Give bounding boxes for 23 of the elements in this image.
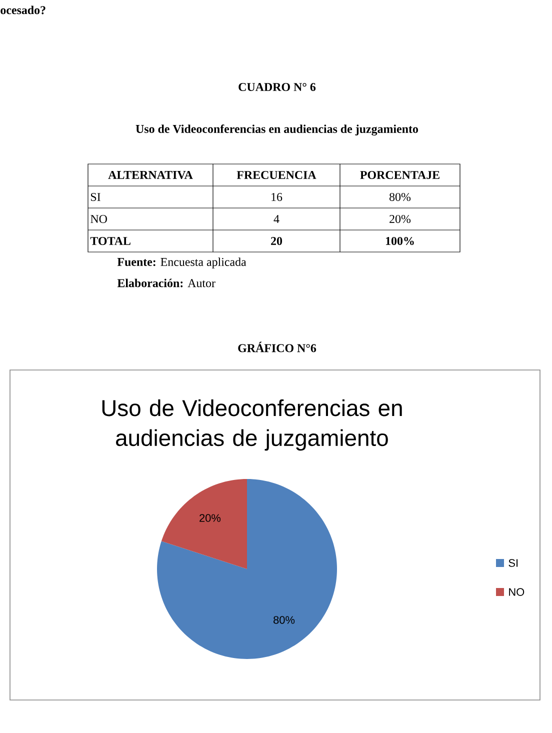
- text: Elaboración: Autor: [117, 278, 216, 288]
- data-label: 80%: [274, 616, 295, 624]
- chart-title: Uso de Videoconferencias en audiencias de juzgamiento: [102, 399, 402, 451]
- data-label: 20%: [200, 514, 221, 522]
- text: SI: [90, 192, 100, 202]
- text: NO: [90, 214, 107, 224]
- text: GRÁFICO N°6: [238, 342, 316, 352]
- text: Uso de Videoconferencias en audiencias de juzgamiento: [136, 124, 418, 136]
- text: FRECUENCIA: [236, 170, 316, 180]
- text: 4: [274, 215, 280, 223]
- text: 20: [271, 236, 282, 246]
- legend-label: NO: [509, 588, 524, 596]
- text: ALTERNATIVA: [108, 170, 193, 180]
- text: Fuente: Encuesta aplicada: [117, 258, 246, 268]
- text: 16: [272, 192, 282, 202]
- text: TOTAL: [90, 236, 130, 246]
- text: ocesado?: [0, 6, 46, 14]
- text: 80%: [389, 192, 411, 202]
- text: 20%: [390, 214, 411, 224]
- text: CUADRO N° 6: [238, 82, 316, 92]
- text: 100%: [386, 236, 414, 246]
- text: PORCENTAJE: [360, 170, 440, 180]
- legend-label: SI: [508, 559, 518, 567]
